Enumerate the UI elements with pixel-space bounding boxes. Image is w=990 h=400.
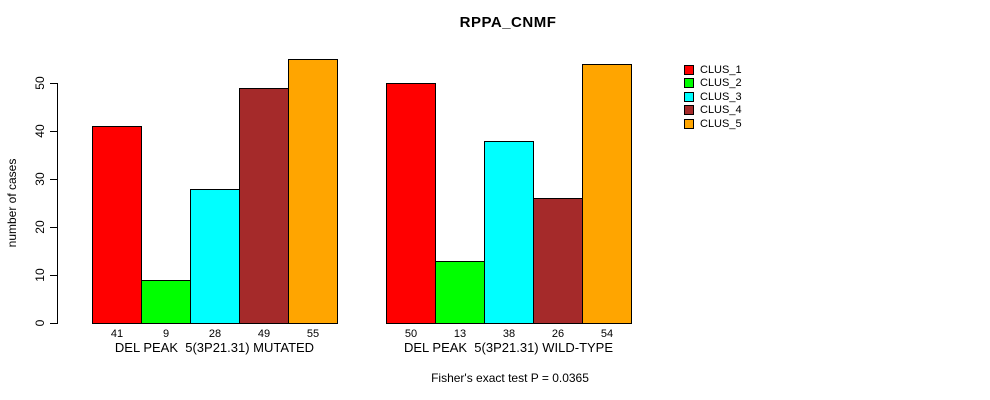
y-tick-label: 10 bbox=[33, 268, 47, 282]
bar-clus_4-group2 bbox=[533, 198, 583, 324]
legend-swatch-clus_4 bbox=[684, 105, 694, 116]
y-tick-mark bbox=[50, 275, 57, 276]
bar-value-label: 28 bbox=[208, 328, 222, 340]
fisher-test-annotation: Fisher's exact test P = 0.0365 bbox=[431, 371, 589, 385]
bar-clus_3-group1 bbox=[190, 189, 240, 324]
group-label-1: DEL PEAK 5(3P21.31) MUTATED bbox=[114, 340, 315, 355]
legend-item-clus_5: CLUS_5 bbox=[684, 117, 742, 131]
y-tick-mark bbox=[50, 179, 57, 180]
y-axis-line bbox=[57, 83, 58, 324]
legend: CLUS_1 CLUS_2 CLUS_3 CLUS_4 CLUS_5 bbox=[684, 63, 742, 131]
y-tick-label: 50 bbox=[33, 76, 47, 90]
chart-title: RPPA_CNMF bbox=[459, 14, 557, 31]
bar-value-label: 54 bbox=[600, 328, 614, 340]
bar-clus_5-group2 bbox=[582, 64, 632, 324]
legend-label: CLUS_2 bbox=[700, 77, 742, 90]
legend-label: CLUS_5 bbox=[700, 117, 742, 130]
legend-item-clus_2: CLUS_2 bbox=[684, 77, 742, 91]
group-label-2: DEL PEAK 5(3P21.31) WILD-TYPE bbox=[403, 340, 614, 355]
y-tick-mark bbox=[50, 323, 57, 324]
bar-value-label: 49 bbox=[257, 328, 271, 340]
bar-value-label: 50 bbox=[404, 328, 418, 340]
bar-value-label: 41 bbox=[110, 328, 124, 340]
y-tick-label: 30 bbox=[33, 172, 47, 186]
bar-clus_1-group2 bbox=[386, 83, 436, 324]
bar-clus_2-group2 bbox=[435, 261, 485, 324]
y-tick-label: 20 bbox=[33, 220, 47, 234]
bar-value-label: 38 bbox=[502, 328, 516, 340]
bar-value-label: 55 bbox=[306, 328, 320, 340]
y-tick-mark bbox=[50, 227, 57, 228]
legend-item-clus_3: CLUS_3 bbox=[684, 90, 742, 104]
y-tick-label: 40 bbox=[33, 124, 47, 138]
y-tick-mark bbox=[50, 131, 57, 132]
legend-swatch-clus_5 bbox=[684, 118, 694, 129]
bar-clus_3-group2 bbox=[484, 141, 534, 324]
legend-swatch-clus_1 bbox=[684, 64, 694, 75]
bar-value-label: 26 bbox=[551, 328, 565, 340]
legend-label: CLUS_3 bbox=[700, 90, 742, 103]
legend-label: CLUS_4 bbox=[700, 104, 742, 117]
bar-clus_4-group1 bbox=[239, 88, 289, 324]
legend-swatch-clus_3 bbox=[684, 91, 694, 102]
legend-item-clus_1: CLUS_1 bbox=[684, 63, 742, 77]
legend-label: CLUS_1 bbox=[700, 63, 742, 76]
legend-item-clus_4: CLUS_4 bbox=[684, 104, 742, 118]
bar-value-label: 9 bbox=[162, 328, 170, 340]
bar-clus_5-group1 bbox=[288, 59, 338, 324]
y-tick-mark bbox=[50, 83, 57, 84]
bar-clus_1-group1 bbox=[92, 126, 142, 324]
bar-value-label: 13 bbox=[453, 328, 467, 340]
y-axis-label: number of cases bbox=[5, 158, 19, 248]
legend-swatch-clus_2 bbox=[684, 78, 694, 89]
y-tick-label: 0 bbox=[33, 319, 47, 327]
bar-clus_2-group1 bbox=[141, 280, 191, 324]
